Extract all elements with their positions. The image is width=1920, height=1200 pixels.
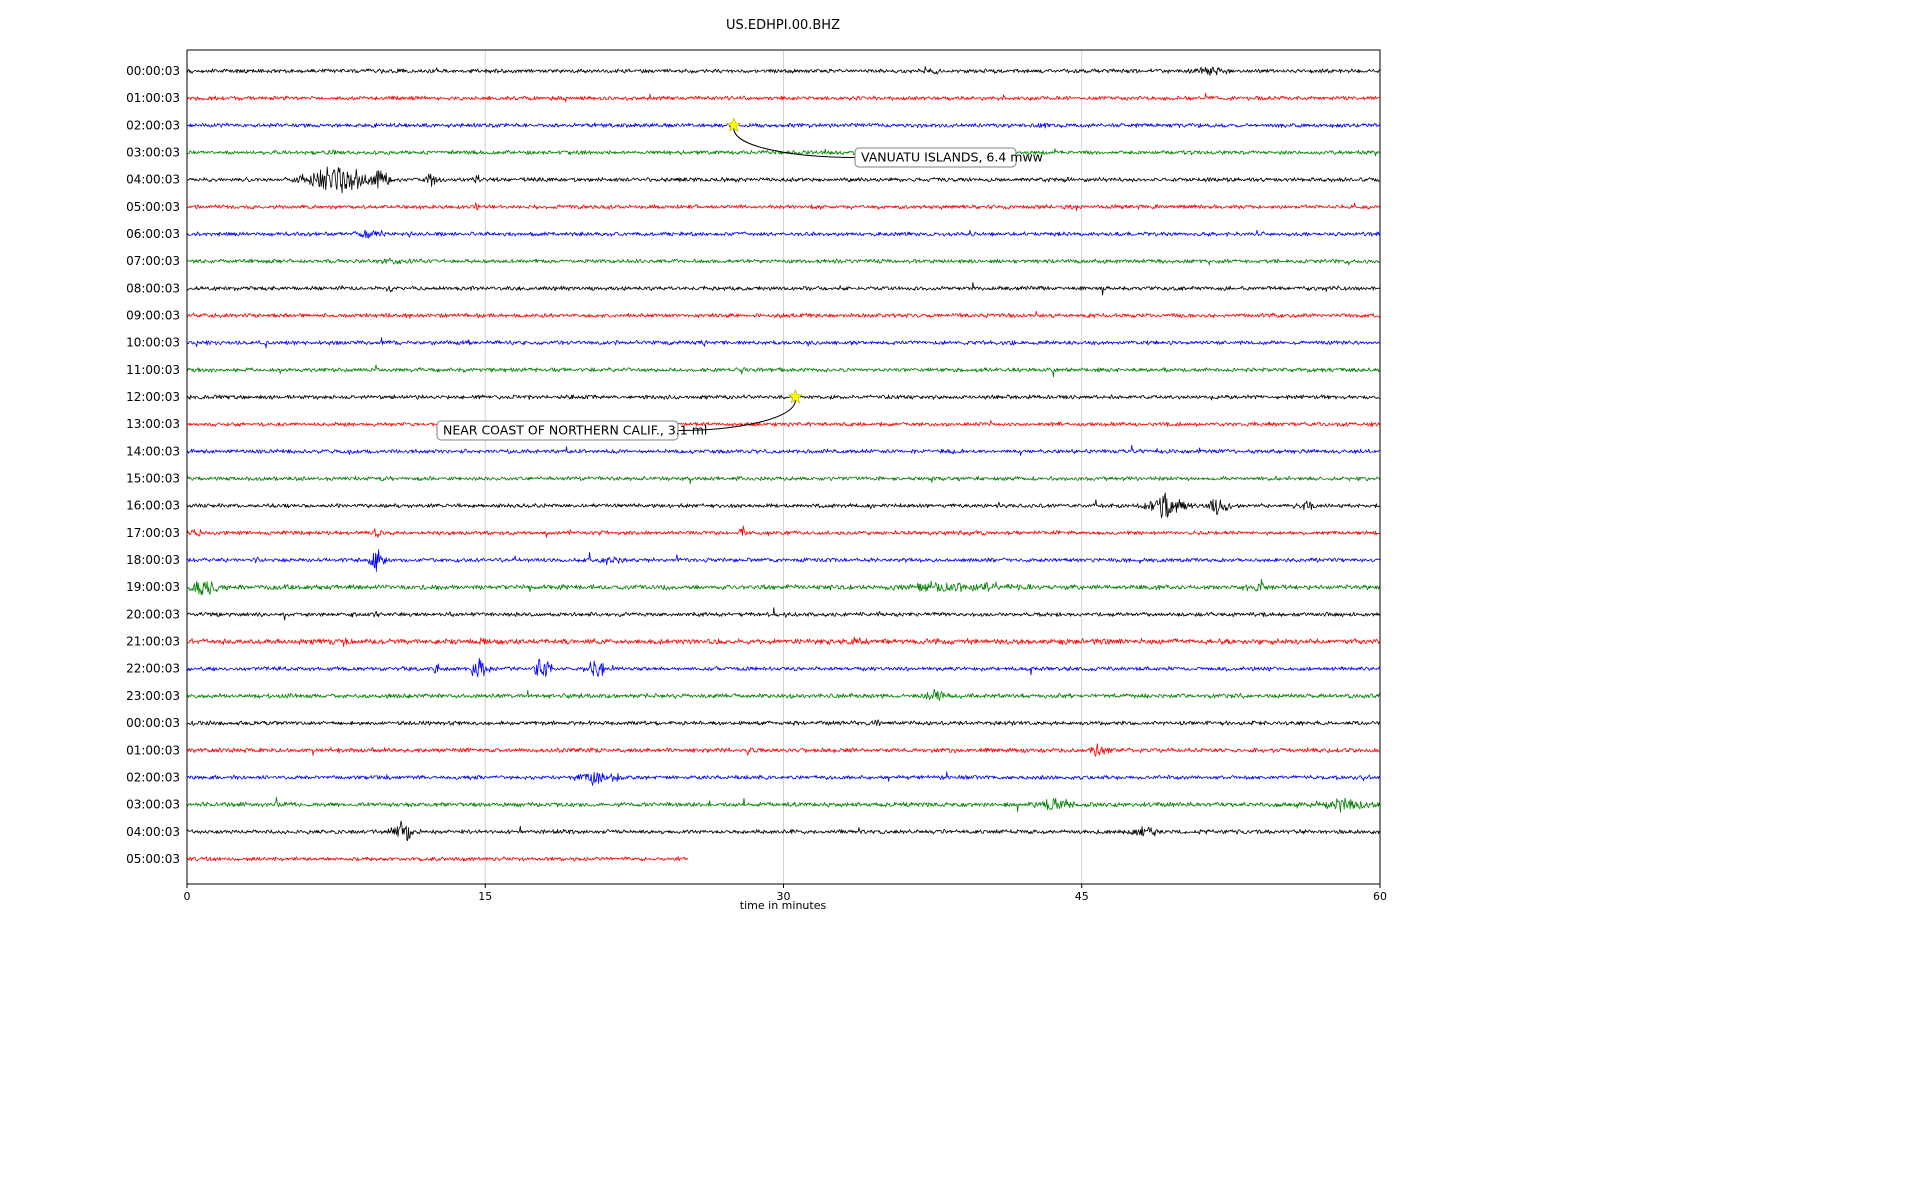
row-time-label: 00:00:03 bbox=[126, 64, 180, 78]
x-tick-label: 0 bbox=[184, 890, 191, 903]
grid-lines bbox=[484, 50, 1083, 884]
seismogram-trace bbox=[186, 549, 1381, 572]
seismogram-trace bbox=[186, 636, 1381, 647]
x-axis-labels: 0 15 30 45 60 bbox=[184, 884, 1387, 903]
event-label-box bbox=[854, 147, 1017, 168]
seismogram-trace bbox=[186, 337, 1381, 349]
seismogram-trace bbox=[186, 856, 689, 862]
seismogram-trace bbox=[186, 229, 1380, 239]
x-tick-label: 30 bbox=[777, 890, 791, 903]
row-time-label: 22:00:03 bbox=[126, 662, 180, 676]
row-time-label: 02:00:03 bbox=[126, 770, 180, 784]
row-time-label: 20:00:03 bbox=[126, 607, 180, 621]
seismogram-trace bbox=[186, 419, 1381, 428]
event-leader-line bbox=[677, 399, 796, 431]
seismogram-trace bbox=[186, 310, 1381, 319]
event-annotations: VANUATU ISLANDS, 6.4 mww NEAR COAST OF NO… bbox=[436, 117, 1043, 441]
event-label: NEAR COAST OF NORTHERN CALIF., 3.1 ml bbox=[443, 423, 707, 438]
row-time-label: 04:00:03 bbox=[126, 173, 180, 187]
row-time-label: 01:00:03 bbox=[126, 743, 180, 757]
event-star-icon bbox=[788, 389, 803, 404]
row-time-label: 00:00:03 bbox=[126, 716, 180, 730]
y-axis-labels: 00:00:03 01:00:03 02:00:03 03:00:03 04:00:03… bbox=[126, 64, 180, 866]
row-time-label: 08:00:03 bbox=[126, 281, 180, 295]
seismogram-trace bbox=[186, 444, 1381, 456]
row-time-label: 13:00:03 bbox=[126, 417, 180, 431]
x-tick-label: 60 bbox=[1373, 890, 1387, 903]
seismogram-trace bbox=[186, 492, 1381, 519]
row-time-label: 07:00:03 bbox=[126, 254, 180, 268]
event-star-icon bbox=[726, 117, 742, 132]
x-tick-label: 45 bbox=[1075, 890, 1089, 903]
seismogram-trace bbox=[186, 688, 1381, 701]
trace-lines bbox=[186, 66, 1381, 862]
seismogram-trace bbox=[186, 820, 1381, 841]
event-label-box bbox=[436, 420, 679, 441]
row-time-label: 03:00:03 bbox=[126, 798, 180, 812]
seismogram-trace bbox=[186, 66, 1381, 76]
row-time-label: 11:00:03 bbox=[126, 363, 180, 377]
seismogram-trace bbox=[186, 578, 1381, 596]
seismogram-trace bbox=[186, 475, 1381, 485]
row-time-label: 09:00:03 bbox=[126, 309, 180, 323]
plot-title: US.EDHPI.00.BHZ bbox=[726, 18, 840, 33]
seismogram-trace bbox=[186, 257, 1381, 266]
seismogram-trace bbox=[186, 771, 1381, 786]
x-axis-title: time in minutes bbox=[740, 899, 827, 912]
seismogram-trace bbox=[186, 166, 1381, 194]
row-time-label: 17:00:03 bbox=[126, 526, 180, 540]
row-time-label: 10:00:03 bbox=[126, 336, 180, 350]
x-tick-label: 15 bbox=[478, 890, 492, 903]
row-time-label: 15:00:03 bbox=[126, 472, 180, 486]
row-time-label: 16:00:03 bbox=[126, 499, 180, 513]
seismogram-trace bbox=[186, 796, 1381, 813]
event-leader-line bbox=[733, 128, 856, 158]
seismogram-trace bbox=[186, 202, 1381, 212]
row-time-label: 03:00:03 bbox=[126, 146, 180, 160]
seismogram-trace bbox=[186, 365, 1381, 378]
row-time-label: 21:00:03 bbox=[126, 635, 180, 649]
row-time-label: 23:00:03 bbox=[126, 689, 180, 703]
row-time-label: 12:00:03 bbox=[126, 390, 180, 404]
seismogram-trace bbox=[186, 607, 1381, 621]
row-time-label: 18:00:03 bbox=[126, 553, 180, 567]
plot-border bbox=[186, 49, 1381, 885]
seismogram-trace bbox=[186, 657, 1381, 678]
seismogram-trace bbox=[186, 525, 1381, 538]
seismogram-trace bbox=[186, 92, 1381, 103]
row-time-label: 01:00:03 bbox=[126, 91, 180, 105]
seismogram-trace bbox=[186, 719, 1381, 726]
seismogram-trace bbox=[186, 743, 1381, 757]
row-time-label: 14:00:03 bbox=[126, 444, 180, 458]
row-time-label: 19:00:03 bbox=[126, 580, 180, 594]
row-time-label: 04:00:03 bbox=[126, 825, 180, 839]
seismogram-trace bbox=[186, 122, 1381, 129]
seismogram-trace bbox=[186, 281, 1381, 296]
row-time-label: 06:00:03 bbox=[126, 227, 180, 241]
seismogram-trace bbox=[186, 394, 1381, 401]
event-label: VANUATU ISLANDS, 6.4 mww bbox=[861, 150, 1043, 165]
row-time-label: 02:00:03 bbox=[126, 118, 180, 132]
row-time-label: 05:00:03 bbox=[126, 852, 180, 866]
row-time-label: 05:00:03 bbox=[126, 200, 180, 214]
